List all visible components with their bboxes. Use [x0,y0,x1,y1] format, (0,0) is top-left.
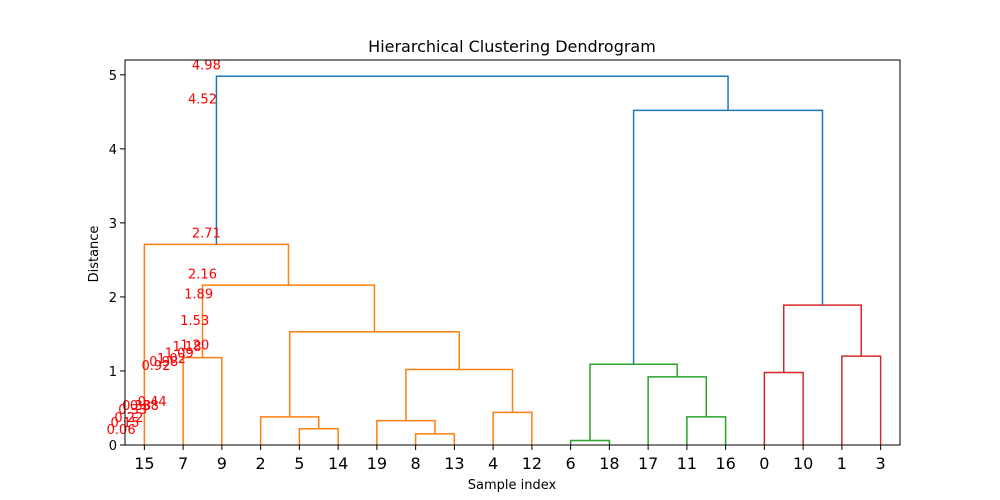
merge-height-label-15: 0.33 [118,403,147,418]
leaf-label-17: 17 [638,454,658,473]
merge-height-label-8: 1.09 [165,347,194,362]
leaf-label-13: 13 [444,454,464,473]
merge-link-15 [841,355,882,445]
y-axis-label: Distance [87,226,102,283]
plot-area-frame [124,59,901,446]
leaf-label-11: 11 [677,454,697,473]
y-axis-ticks: 0 1 2 3 4 5 [109,69,125,454]
x-axis-label: Sample index [468,478,557,493]
merge-link-8 [201,284,376,358]
merge-height-label-11: 0.92 [142,359,171,374]
merge-height-label-0: 4.98 [192,59,221,74]
merge-height-label-6: 1.20 [180,338,209,353]
y-tick-label-1: 1 [109,365,117,380]
merge-link-5 [405,368,514,421]
leaf-label-15: 15 [134,454,154,473]
leaf-label-18: 18 [599,454,619,473]
merge-height-label-13: 0.38 [130,399,159,414]
merge-height-label-10: 0.98 [149,355,178,370]
merge-link-18 [215,75,729,245]
merge-height-label-2: 2.71 [192,227,221,242]
leaf-label-8: 8 [411,454,421,473]
merge-link-12 [647,376,707,445]
leaf-label-2: 2 [256,454,266,473]
merge-height-annotations: 4.98 4.52 2.71 2.16 1.89 1.53 1.201.181.091.02… [107,59,221,438]
merge-height-label-4: 1.89 [184,287,213,302]
y-tick-label-3: 3 [109,217,117,232]
chart-title: Hierarchical Clustering Dendrogram [368,37,656,56]
x-axis-ticks: 15 7 9 2 5 14 19 8 13 4 12 6 18 17 11 16 0 10 1 3 [134,445,886,473]
merge-height-label-16: 0.22 [114,411,143,426]
merge-height-label-18: 0.06 [107,423,136,438]
merge-height-label-3: 2.16 [188,267,217,282]
merge-height-label-5: 1.53 [180,314,209,329]
leaf-label-6: 6 [566,454,576,473]
leaf-label-16: 16 [715,454,735,473]
merge-link-7 [182,356,223,445]
merge-height-label-12: 0.44 [138,395,167,410]
merge-height-label-7: 1.18 [173,340,202,355]
dendrogram-links [143,75,882,445]
merge-height-label-1: 4.52 [188,93,217,108]
leaf-label-14: 14 [328,454,348,473]
leaf-label-3: 3 [876,454,886,473]
leaf-label-4: 4 [488,454,498,473]
merge-link-0 [298,427,339,445]
merge-height-label-14: 0.38 [122,399,151,414]
leaf-label-10: 10 [793,454,813,473]
leaf-label-0: 0 [759,454,769,473]
merge-height-label-9: 1.02 [157,352,186,367]
leaf-label-7: 7 [178,454,188,473]
merge-link-9 [143,243,290,445]
y-tick-label-4: 4 [109,143,117,158]
leaf-label-9: 9 [217,454,227,473]
y-tick-label-5: 5 [109,69,117,84]
leaf-label-19: 19 [367,454,387,473]
leaf-label-12: 12 [522,454,542,473]
y-tick-label-0: 0 [109,439,117,454]
merge-link-10 [569,439,611,445]
leaf-label-5: 5 [294,454,304,473]
leaf-label-1: 1 [837,454,847,473]
y-tick-label-2: 2 [109,291,117,306]
